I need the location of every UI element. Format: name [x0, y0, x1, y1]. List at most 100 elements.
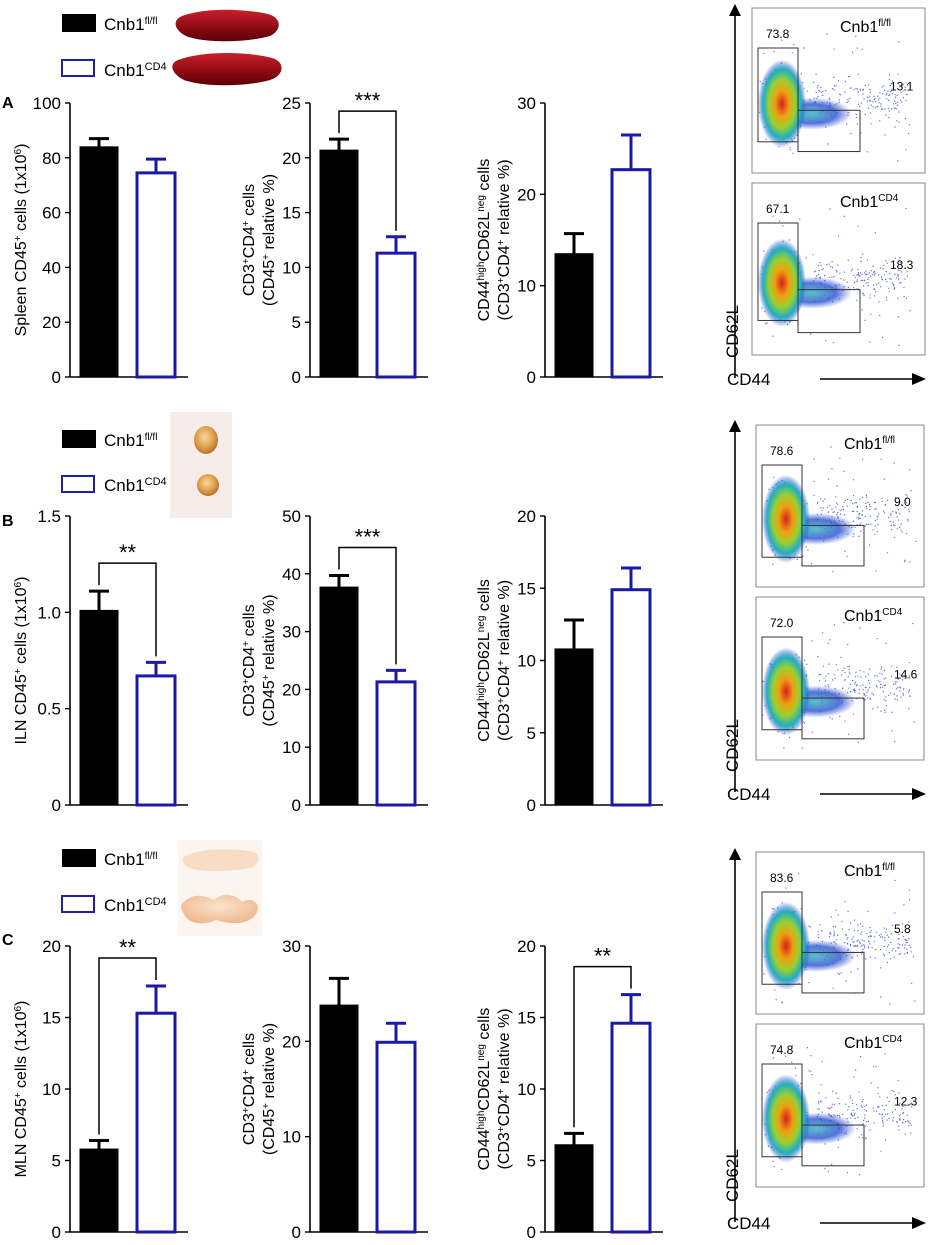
y-tick-label: 0 [52, 1223, 61, 1242]
flow-core-density [762, 474, 810, 563]
significance-stars: *** [355, 88, 381, 113]
bar-cnb1-fl [319, 149, 359, 378]
cd62l-arrowhead [729, 4, 741, 16]
y-tick-label: 1.0 [37, 603, 61, 622]
y-tick-label: 20 [282, 1032, 301, 1051]
y-tick-label: 50 [282, 507, 301, 526]
y-tick-label: 40 [282, 565, 301, 584]
gate-left-percent: 83.6 [770, 871, 794, 885]
spleen-photo-fl [175, 9, 279, 42]
significance-bracket [573, 965, 632, 1128]
flow-plot-genotype: Cnb1CD4 [844, 607, 903, 625]
gate-left-percent: 73.8 [766, 27, 790, 41]
panel-letter-c: C [2, 932, 14, 949]
y-tick-label: 5 [292, 313, 301, 332]
gate-cd44-high [801, 1124, 865, 1167]
bar-chart-b-1: 0 0.5 1.0 1.5 ILN CD45+ cells (1x106) ** [13, 507, 188, 815]
y-tick-label: 20 [517, 507, 536, 526]
gate-left-percent: 74.8 [770, 1043, 794, 1057]
y-axis-label: CD44highCD62Lneg cells(CD3+CD4+ relative… [476, 159, 514, 322]
cd44-axis-label: CD44 [727, 785, 770, 804]
bar-cnb1-fl [319, 586, 359, 806]
bar-cnb1-cd4 [135, 674, 177, 807]
y-axis-label: CD44highCD62Lneg cells(CD3+CD4+ relative… [476, 1008, 514, 1171]
y-tick-label: 5 [52, 1152, 61, 1171]
significance-stars: ** [119, 935, 137, 960]
gate-left-percent: 78.6 [770, 444, 794, 458]
flow-core-density [758, 238, 806, 327]
y-tick-label: 0 [292, 368, 301, 387]
bar-cnb1-cd4 [610, 1021, 652, 1234]
flow-panel-c: CD62L CD44 Cnb1fl/fl 83.6 5.8 Cnb1CD4 74.8 12.3 [723, 848, 926, 1233]
gate-left-percent: 67.1 [766, 202, 790, 216]
flow-panel-b: CD62L CD44 Cnb1fl/fl 78.6 9.0 Cnb1CD4 72.0 14.6 [723, 420, 926, 804]
cd62l-axis-label: CD62L [723, 1149, 742, 1202]
flow-plot-genotype: Cnb1fl/fl [844, 862, 895, 880]
y-axis-label: Spleen CD45+ cells (1x106) [13, 144, 31, 337]
gate-cd62l-high [757, 47, 799, 143]
bar-chart-a-3: 0 10 20 30 CD44highCD62Lneg cells(CD3+CD4+ r… [476, 94, 663, 387]
y-axis-label: CD44highCD62Lneg cells(CD3+CD4+ relative… [476, 579, 514, 742]
flow-plot-fl: Cnb1fl/fl 83.6 5.8 [755, 851, 925, 1015]
y-tick-label: 15 [282, 204, 301, 223]
significance-bracket [98, 957, 157, 1135]
flow-plot-cd4: Cnb1CD4 67.1 18.3 [751, 182, 926, 356]
bar-chart-c-3: 0 5 10 15 20 CD44highCD62Lneg cells(CD3+CD4+ … [476, 937, 663, 1242]
bar-chart-c-1: 0 5 10 15 20 MLN CD45+ cells (1x106) ** [13, 935, 188, 1242]
cd44-axis-label: CD44 [727, 370, 770, 389]
bar-cnb1-fl [79, 1148, 119, 1233]
significance-stars: *** [355, 525, 381, 550]
bar-cnb1-fl [554, 253, 594, 378]
legend-fl-label: Cnb1fl/fl [104, 850, 157, 869]
y-axis-label: CD3+CD4+ cells(CD45+ relative %) [241, 594, 279, 726]
cd44-arrowhead [912, 373, 926, 385]
y-tick-label: 10 [282, 1128, 301, 1147]
y-tick-label: 100 [33, 94, 61, 113]
gate-right-percent: 12.3 [894, 1095, 918, 1109]
y-tick-label: 10 [42, 1080, 61, 1099]
flow-core-density [762, 1074, 810, 1163]
mln-photo-fl [182, 849, 259, 871]
gate-cd62l-high [761, 464, 803, 558]
significance-bracket [98, 562, 157, 657]
legend-panel-c: Cnb1fl/fl Cnb1CD4 [61, 840, 262, 936]
panel-letter-a: A [2, 95, 14, 112]
iln-photo-fl [194, 426, 218, 454]
legend-fl-swatch [62, 849, 96, 867]
cd62l-axis-label: CD62L [723, 305, 742, 358]
cd44-axis-label: CD44 [727, 1214, 770, 1233]
gate-cd44-high [797, 289, 861, 334]
y-tick-label: 5 [527, 1152, 536, 1171]
flow-plot-genotype: Cnb1fl/fl [844, 435, 895, 453]
y-axis-label: MLN CD45+ cells (1x106) [13, 1001, 31, 1178]
gate-cd44-high [801, 524, 865, 567]
gate-right-percent: 14.6 [894, 668, 918, 682]
legend-cd4-label: Cnb1CD4 [104, 476, 167, 495]
mln-photo-cd4 [181, 894, 258, 924]
cd44-arrowhead [912, 1217, 926, 1229]
iln-photo-cd4 [197, 474, 219, 496]
y-tick-label: 15 [517, 579, 536, 598]
bar-cnb1-fl [79, 609, 119, 806]
legend-fl-label: Cnb1fl/fl [104, 15, 157, 34]
gate-cd62l-high [761, 891, 803, 985]
y-tick-label: 20 [282, 149, 301, 168]
y-tick-label: 25 [282, 94, 301, 113]
y-tick-label: 10 [517, 277, 536, 296]
flow-plot-cd4: Cnb1CD4 72.0 14.6 [755, 596, 925, 761]
y-tick-label: 30 [282, 937, 301, 956]
y-tick-label: 20 [517, 185, 536, 204]
flow-cytometry-plots: CD62L CD44 Cnb1fl/fl 73.8 13.1 Cnb1CD4 67.1 18.… [723, 4, 926, 1233]
y-tick-label: 10 [517, 652, 536, 671]
y-tick-label: 30 [517, 94, 536, 113]
flow-plot-genotype: Cnb1fl/fl [840, 18, 891, 36]
legend-cd4-label: Cnb1CD4 [104, 61, 167, 80]
y-tick-label: 0 [52, 368, 61, 387]
legend-cd4-swatch [61, 59, 95, 77]
gate-left-percent: 72.0 [770, 616, 794, 630]
y-tick-label: 40 [42, 258, 61, 277]
cd44-arrowhead [912, 788, 926, 800]
significance-stars: ** [119, 540, 137, 565]
bar-cnb1-fl [554, 648, 594, 806]
